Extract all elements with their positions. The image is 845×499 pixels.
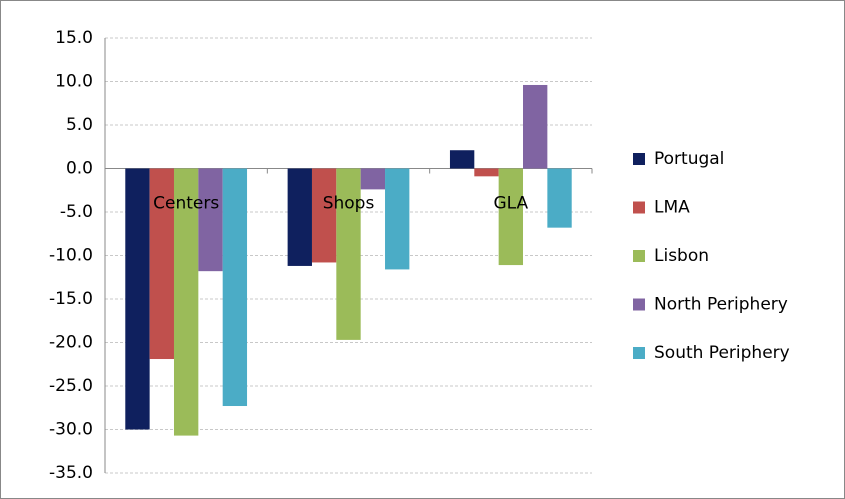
legend-swatch (633, 250, 645, 262)
bar (173, 168, 199, 436)
y-tick-label: 15.0 (55, 28, 93, 48)
y-tick-label: -5.0 (60, 202, 93, 222)
bar (474, 168, 499, 177)
y-tick-label: 0.0 (66, 159, 93, 179)
legend-label: South Periphery (654, 343, 790, 363)
bar (360, 168, 386, 190)
legend-label: North Periphery (654, 295, 788, 315)
legend-swatch (633, 347, 645, 359)
y-tick-label: -10.0 (49, 246, 93, 266)
bar (311, 168, 337, 263)
legend-swatch (633, 153, 645, 165)
bar (198, 168, 223, 272)
legend-label: Portugal (654, 149, 724, 169)
bar (287, 168, 312, 266)
bar (222, 168, 248, 407)
y-tick-label: 5.0 (66, 115, 93, 135)
legend-swatch (633, 201, 645, 214)
bar (336, 168, 361, 340)
y-tick-label: -25.0 (49, 376, 93, 396)
bar (547, 168, 572, 228)
bar (149, 168, 174, 360)
y-tick-label: 10.0 (55, 72, 93, 92)
legend-label: LMA (654, 198, 690, 218)
bar (385, 168, 410, 270)
legend-swatch (633, 298, 645, 311)
y-tick-label: -30.0 (49, 420, 93, 440)
x-tick-label: Shops (323, 194, 375, 214)
y-tick-label: -35.0 (49, 463, 93, 483)
legend-label: Lisbon (654, 246, 709, 266)
bar (498, 168, 524, 266)
bar (449, 150, 475, 169)
y-tick-label: -20.0 (49, 333, 93, 353)
x-tick-label: Centers (153, 194, 219, 214)
bar (125, 168, 150, 430)
bar (523, 84, 548, 169)
y-tick-label: -15.0 (49, 289, 93, 309)
x-tick-label: GLA (493, 194, 528, 214)
